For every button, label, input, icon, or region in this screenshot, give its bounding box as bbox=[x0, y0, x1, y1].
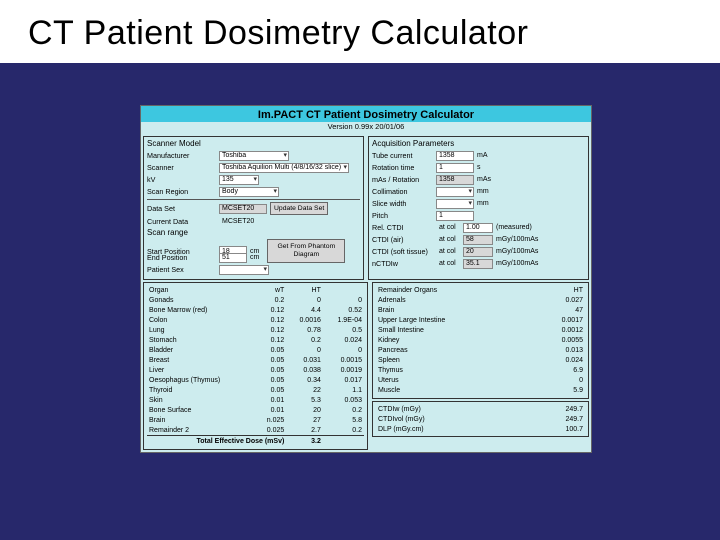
summary-row: CTDIvol (mGy)249.7 bbox=[376, 414, 585, 424]
currentdata-label: Current Data bbox=[147, 217, 219, 226]
pitch-label: Pitch bbox=[372, 211, 436, 220]
ctdist-value: 20 bbox=[463, 247, 493, 257]
app-title: Im.PACT CT Patient Dosimetry Calculator bbox=[141, 106, 591, 122]
update-dataset-button[interactable]: Update Data Set bbox=[270, 202, 328, 215]
region-select[interactable]: Body bbox=[219, 187, 279, 197]
total-value: 3.2 bbox=[286, 436, 323, 447]
remainder-row: Kidney0.0055 bbox=[376, 335, 585, 345]
rot-input[interactable]: 1 bbox=[436, 163, 474, 173]
organ-row: Oesophagus (Thymus)0.050.340.017 bbox=[147, 375, 364, 385]
end-label: End Position bbox=[147, 253, 219, 262]
organ-row: Liver0.050.0380.0019 bbox=[147, 365, 364, 375]
tube-label: Tube current bbox=[372, 151, 436, 160]
acq-panel: Acquisition Parameters Tube current1358m… bbox=[368, 136, 589, 280]
remainder-row: Spleen0.024 bbox=[376, 355, 585, 365]
organ-row: Skin0.015.30.053 bbox=[147, 395, 364, 405]
relctdi-label: Rel. CTDI bbox=[372, 223, 436, 232]
mas-unit: mAs bbox=[477, 176, 491, 183]
organ-row: Colon0.120.00161.9E-04 bbox=[147, 315, 364, 325]
organ-row: Thyroid0.05221.1 bbox=[147, 385, 364, 395]
sex-select[interactable] bbox=[219, 265, 269, 275]
mas-label: mAs / Rotation bbox=[372, 175, 436, 184]
nctdiw-value: 35.1 bbox=[463, 259, 493, 269]
coll-unit: mm bbox=[477, 188, 489, 195]
organ-row: Bone Marrow (red)0.124.40.52 bbox=[147, 305, 364, 315]
scanner-section-title: Scanner Model bbox=[147, 139, 360, 148]
organ-row: Stomach0.120.20.024 bbox=[147, 335, 364, 345]
remainder-row: Pancreas0.013 bbox=[376, 345, 585, 355]
manufacturer-label: Manufacturer bbox=[147, 151, 219, 160]
end-unit: cm bbox=[250, 254, 259, 261]
remainder-panel: Remainder OrgansHT Adrenals0.027Brain47U… bbox=[372, 282, 589, 399]
remainder-row: Brain47 bbox=[376, 305, 585, 315]
remainder-row: Thymus6.9 bbox=[376, 365, 585, 375]
organ-table: OrganwTHT Gonads0.200Bone Marrow (red)0.… bbox=[147, 285, 364, 446]
organ-row: Lung0.120.780.5 bbox=[147, 325, 364, 335]
summary-row: DLP (mGy.cm)100.7 bbox=[376, 424, 585, 434]
remainder-row: Adrenals0.027 bbox=[376, 295, 585, 305]
organ-row: Breast0.050.0310.0015 bbox=[147, 355, 364, 365]
organ-row: Bladder0.0500 bbox=[147, 345, 364, 355]
dataset-value: MCSET20 bbox=[219, 204, 267, 214]
organ-row: Gonads0.200 bbox=[147, 295, 364, 305]
ctdiair-value: 58 bbox=[463, 235, 493, 245]
slide-title: CT Patient Dosimetry Calculator bbox=[0, 0, 720, 63]
rot-label: Rotation time bbox=[372, 163, 436, 172]
tube-unit: mA bbox=[477, 152, 488, 159]
acq-section-title: Acquisition Parameters bbox=[372, 139, 585, 148]
currentdata-value: MCSET20 bbox=[222, 218, 254, 225]
mas-value: 1358 bbox=[436, 175, 474, 185]
scanner-select[interactable]: Toshiba Aquilion Multi (4/8/16/32 slice) bbox=[219, 163, 349, 173]
scanrange-title: Scan range bbox=[147, 228, 360, 237]
remainder-table: Remainder OrgansHT Adrenals0.027Brain47U… bbox=[376, 285, 585, 395]
coll-select[interactable] bbox=[436, 187, 474, 197]
slice-label: Slice width bbox=[372, 199, 436, 208]
summary-row: CTDIw (mGy)249.7 bbox=[376, 404, 585, 414]
slice-unit: mm bbox=[477, 200, 489, 207]
kv-label: kV bbox=[147, 175, 219, 184]
slice-select[interactable] bbox=[436, 199, 474, 209]
scanner-panel: Scanner Model Manufacturer Toshiba Scann… bbox=[143, 136, 364, 280]
remainder-row: Muscle5.9 bbox=[376, 385, 585, 395]
remainder-row: Small Intestine0.0012 bbox=[376, 325, 585, 335]
ctdiair-label: CTDI (air) bbox=[372, 235, 436, 244]
summary-table: CTDIw (mGy)249.7CTDIvol (mGy)249.7DLP (m… bbox=[376, 404, 585, 434]
organ-panel: OrganwTHT Gonads0.200Bone Marrow (red)0.… bbox=[143, 282, 368, 450]
rot-unit: s bbox=[477, 164, 481, 171]
end-input[interactable]: 51 bbox=[219, 253, 247, 263]
app-window: Im.PACT CT Patient Dosimetry Calculator … bbox=[140, 105, 592, 453]
get-from-phantom-button[interactable]: Get From Phantom Diagram bbox=[267, 239, 345, 263]
sex-label: Patient Sex bbox=[147, 265, 219, 274]
kv-select[interactable]: 135 bbox=[219, 175, 259, 185]
organ-row: Brainn.025275.8 bbox=[147, 415, 364, 425]
manufacturer-select[interactable]: Toshiba bbox=[219, 151, 289, 161]
organ-row: Bone Surface0.01200.2 bbox=[147, 405, 364, 415]
scanner-label: Scanner bbox=[147, 163, 219, 172]
organ-row: Remainder 20.0252.70.2 bbox=[147, 425, 364, 436]
dataset-label: Data Set bbox=[147, 204, 219, 213]
region-label: Scan Region bbox=[147, 187, 219, 196]
remainder-row: Upper Large Intestine0.0017 bbox=[376, 315, 585, 325]
ctdist-label: CTDI (soft tissue) bbox=[372, 247, 436, 256]
tube-input[interactable]: 1358 bbox=[436, 151, 474, 161]
app-version: Version 0.99x 20/01/06 bbox=[141, 122, 591, 134]
nctdiw-label: nCTDIw bbox=[372, 259, 436, 268]
remainder-row: Uterus0 bbox=[376, 375, 585, 385]
coll-label: Collimation bbox=[372, 187, 436, 196]
relctdi-input[interactable]: 1.00 bbox=[463, 223, 493, 233]
total-label: Total Effective Dose (mSv) bbox=[147, 436, 286, 447]
summary-panel: CTDIw (mGy)249.7CTDIvol (mGy)249.7DLP (m… bbox=[372, 401, 589, 437]
pitch-input[interactable]: 1 bbox=[436, 211, 474, 221]
